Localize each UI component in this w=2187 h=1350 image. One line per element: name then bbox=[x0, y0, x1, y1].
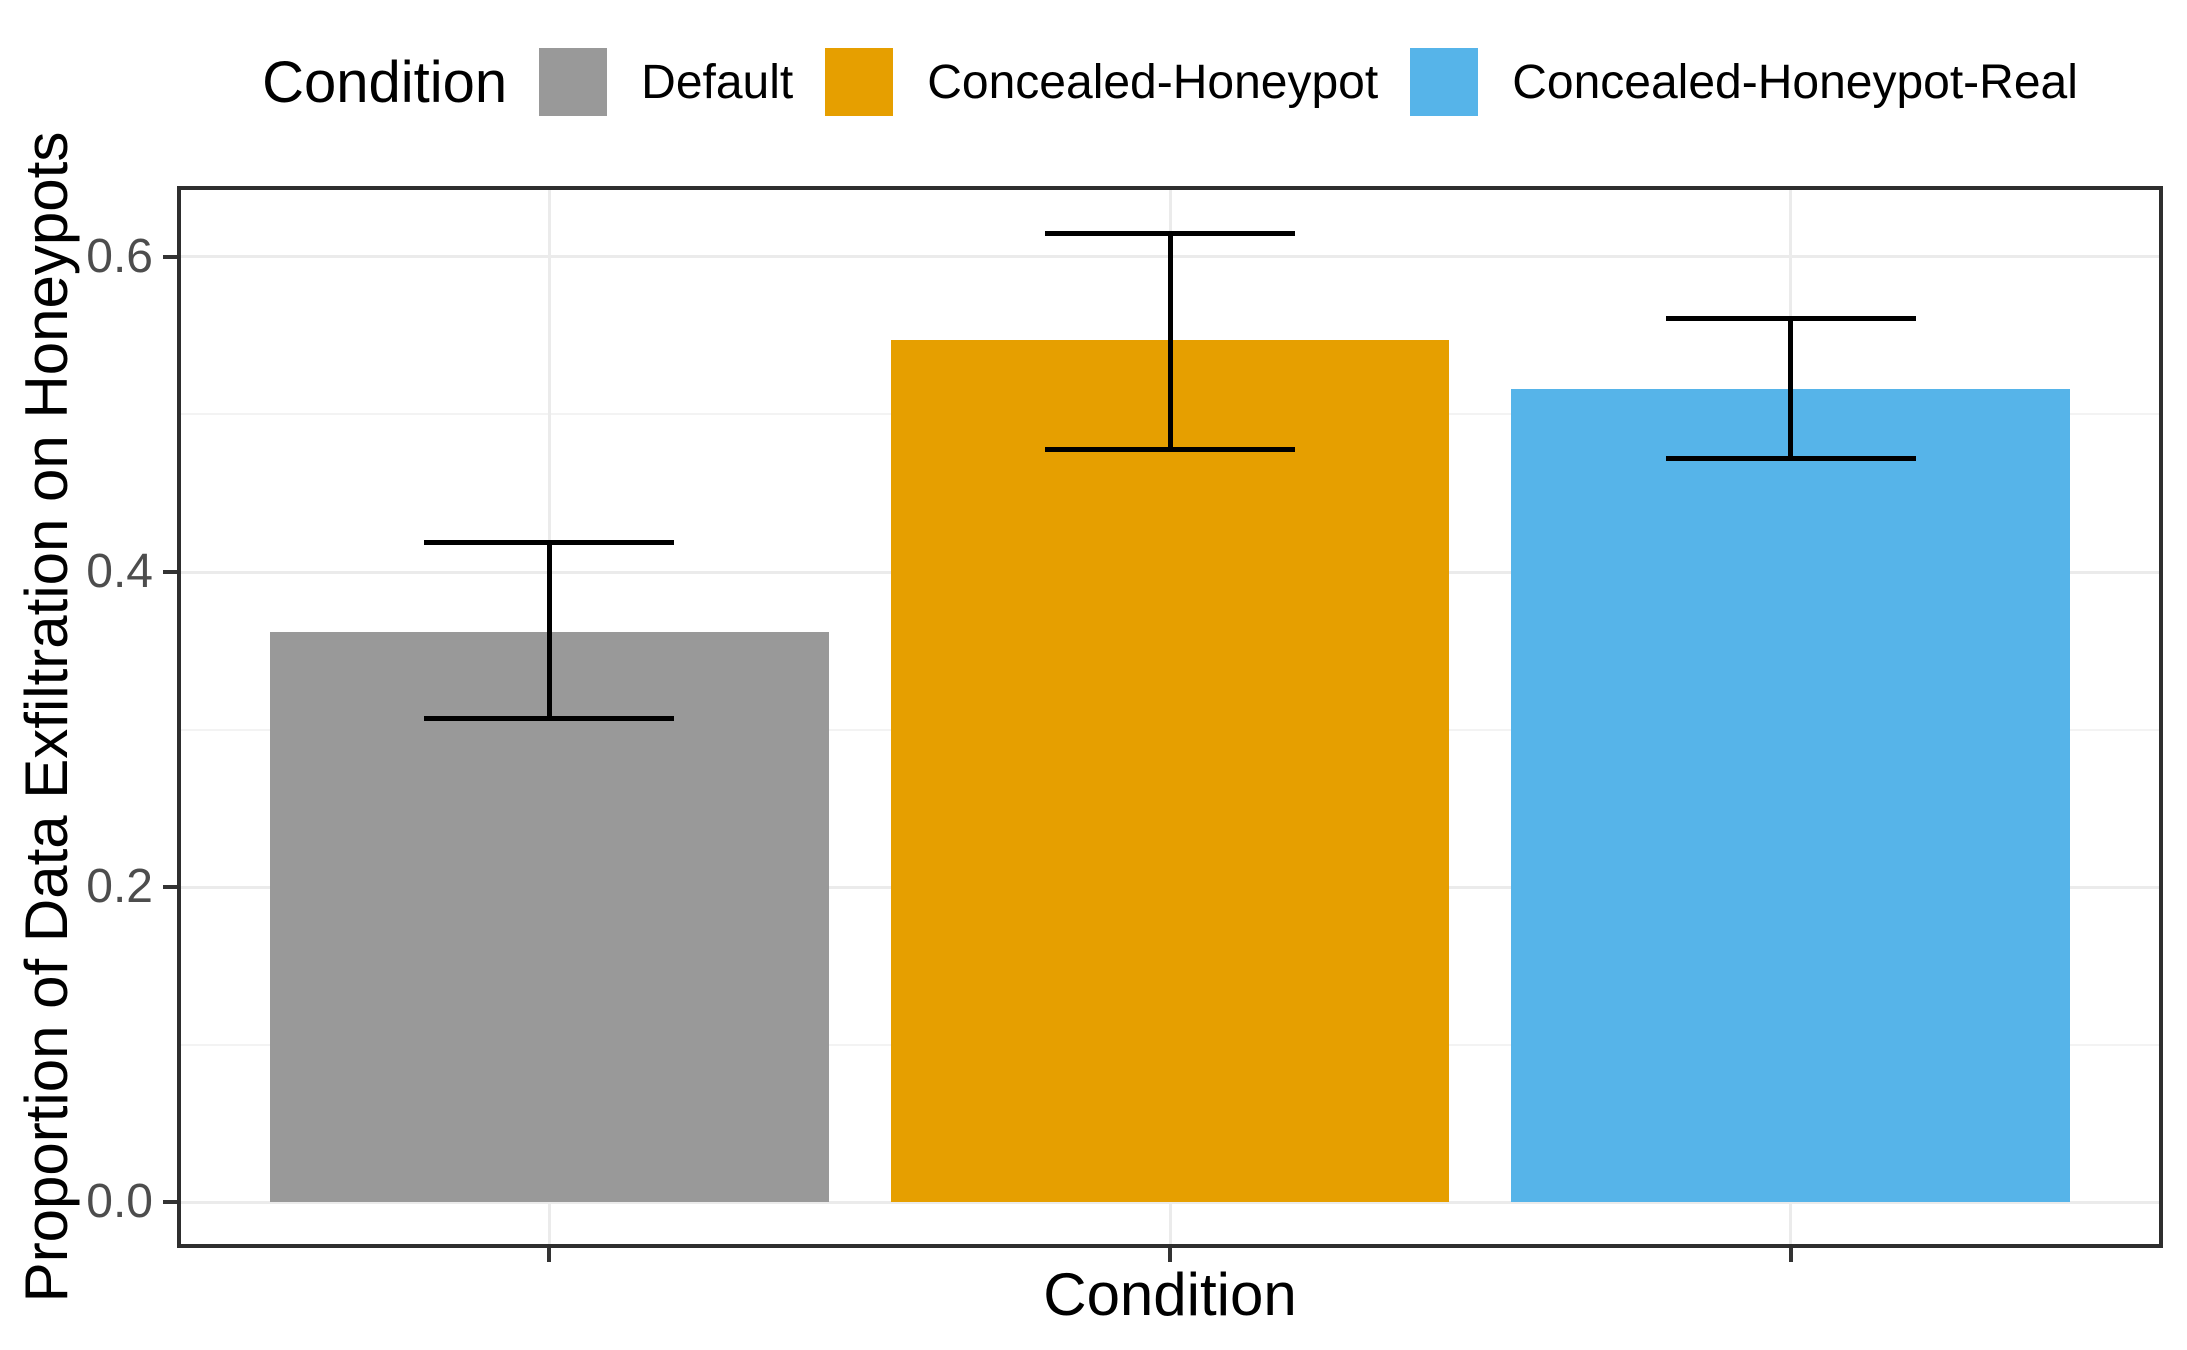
bar-default bbox=[270, 631, 829, 1203]
legend-label: Default bbox=[641, 55, 794, 109]
error-bar-cap-top-concealed-honeypot bbox=[1045, 230, 1295, 236]
y-axis-title: Proportion of Data Exfiltration on Honey… bbox=[13, 131, 80, 1303]
error-bar-line-concealed-honeypot bbox=[1167, 233, 1173, 450]
y-axis-tick bbox=[163, 570, 177, 575]
bar-concealed-honeypot-real bbox=[1511, 389, 2070, 1203]
x-axis-title: Condition bbox=[1043, 1261, 1297, 1328]
legend-items: Default Concealed-Honeypot Concealed-Honey… bbox=[539, 48, 2078, 116]
error-bar-cap-bottom-concealed-honeypot-real bbox=[1665, 456, 1916, 462]
error-bar-cap-bottom-default bbox=[424, 716, 675, 722]
y-tick-label: 0.4 bbox=[86, 545, 153, 599]
legend: Condition Default Concealed-Honeypot Conce… bbox=[177, 34, 2163, 130]
y-axis-tick bbox=[163, 254, 177, 259]
y-tick-label: 0.6 bbox=[86, 229, 153, 283]
error-bar-line-concealed-honeypot-real bbox=[1788, 318, 1794, 459]
error-bar-cap-top-default bbox=[424, 539, 675, 545]
legend-swatch-default bbox=[539, 48, 608, 116]
y-tick-label: 0.0 bbox=[86, 1175, 153, 1229]
legend-swatch-concealed-honeypot-real bbox=[1410, 48, 1479, 116]
legend-item-concealed-honeypot-real: Concealed-Honeypot-Real bbox=[1410, 48, 2078, 116]
legend-item-concealed-honeypot: Concealed-Honeypot bbox=[825, 48, 1378, 116]
legend-label: Concealed-Honeypot-Real bbox=[1512, 55, 2078, 109]
error-bar-line-default bbox=[546, 542, 552, 719]
bar-concealed-honeypot bbox=[890, 340, 1450, 1203]
legend-item-default: Default bbox=[539, 48, 793, 116]
plot-panel bbox=[177, 186, 2163, 1248]
x-axis-tick bbox=[1168, 1248, 1172, 1262]
x-axis-tick bbox=[1788, 1248, 1793, 1262]
y-axis-tick bbox=[163, 885, 177, 890]
legend-label: Concealed-Honeypot bbox=[927, 55, 1379, 109]
error-bar-cap-top-concealed-honeypot-real bbox=[1665, 315, 1916, 321]
x-axis-tick bbox=[547, 1248, 552, 1262]
y-tick-label: 0.2 bbox=[86, 860, 153, 914]
legend-swatch-concealed-honeypot bbox=[825, 48, 894, 116]
legend-title: Condition bbox=[262, 49, 508, 115]
error-bar-cap-bottom-concealed-honeypot bbox=[1045, 446, 1295, 452]
y-axis-tick bbox=[163, 1200, 177, 1205]
